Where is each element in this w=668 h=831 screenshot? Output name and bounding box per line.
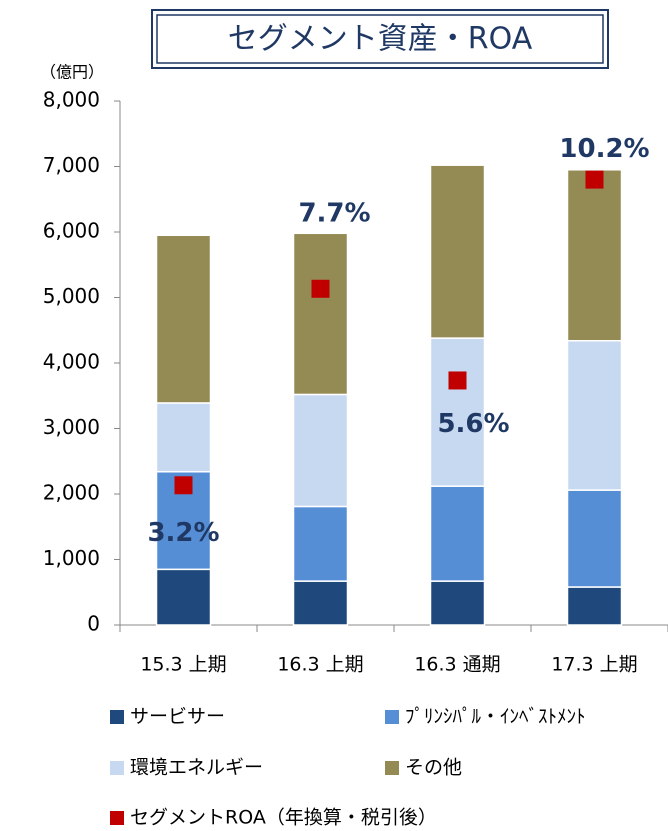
y-tick-label: 8,000 <box>43 88 100 112</box>
bar-segment <box>292 580 349 626</box>
bar-segment <box>566 586 623 626</box>
bar-segment <box>155 234 212 404</box>
title-box-inner <box>156 14 604 64</box>
x-tick-label: 15.3 上期 <box>140 654 226 676</box>
legend-label: サービサー <box>130 706 225 728</box>
x-tick-label: 16.3 上期 <box>277 654 363 676</box>
x-tick-label: 16.3 通期 <box>414 654 500 676</box>
legend-swatch <box>110 761 124 775</box>
data-label: 3.2% <box>147 518 219 548</box>
bar-segment <box>292 505 349 582</box>
legend-swatch <box>385 710 399 724</box>
y-tick-label: 5,000 <box>43 284 100 308</box>
bar-segment <box>566 339 623 491</box>
legend-swatch <box>385 761 399 775</box>
bar-segment <box>566 169 623 342</box>
bar-segment <box>155 568 212 626</box>
roa-marker <box>174 476 193 495</box>
y-tick-label: 6,000 <box>43 219 100 243</box>
roa-marker <box>585 170 604 189</box>
data-label: 7.7% <box>298 198 370 228</box>
y-tick-label: 3,000 <box>43 415 100 439</box>
bar-segment <box>429 164 486 339</box>
bar-segment <box>566 489 623 588</box>
y-tick-label: 0 <box>87 612 100 636</box>
legend-label: セグメントROA（年換算・税引後） <box>130 807 437 829</box>
bar-segment <box>292 232 349 396</box>
y-tick-label: 2,000 <box>43 481 100 505</box>
x-tick-label: 17.3 上期 <box>551 654 637 676</box>
roa-marker <box>448 371 467 390</box>
legend-label: 環境エネルギー <box>130 757 263 779</box>
bar-segment <box>155 402 212 473</box>
legend-swatch <box>110 710 124 724</box>
y-axis-label: （億円） <box>40 63 104 82</box>
y-tick-label: 7,000 <box>43 153 100 177</box>
chart-title: セグメント資産・ROA <box>228 22 533 57</box>
data-label: 5.6% <box>437 409 509 439</box>
y-tick-label: 1,000 <box>43 546 100 570</box>
legend-label: その他 <box>405 757 462 779</box>
roa-marker <box>311 279 330 298</box>
bar-segment <box>429 485 486 582</box>
y-tick-label: 4,000 <box>43 350 100 374</box>
title-box-outer <box>151 9 609 69</box>
bar-segment <box>429 580 486 626</box>
legend-swatch <box>110 811 124 825</box>
bar-segment <box>292 393 349 508</box>
data-label: 10.2% <box>559 134 649 164</box>
legend-label: ﾌﾟﾘﾝｼﾊﾟﾙ・ｲﾝﾍﾞｽﾄﾒﾝﾄ <box>405 706 586 728</box>
